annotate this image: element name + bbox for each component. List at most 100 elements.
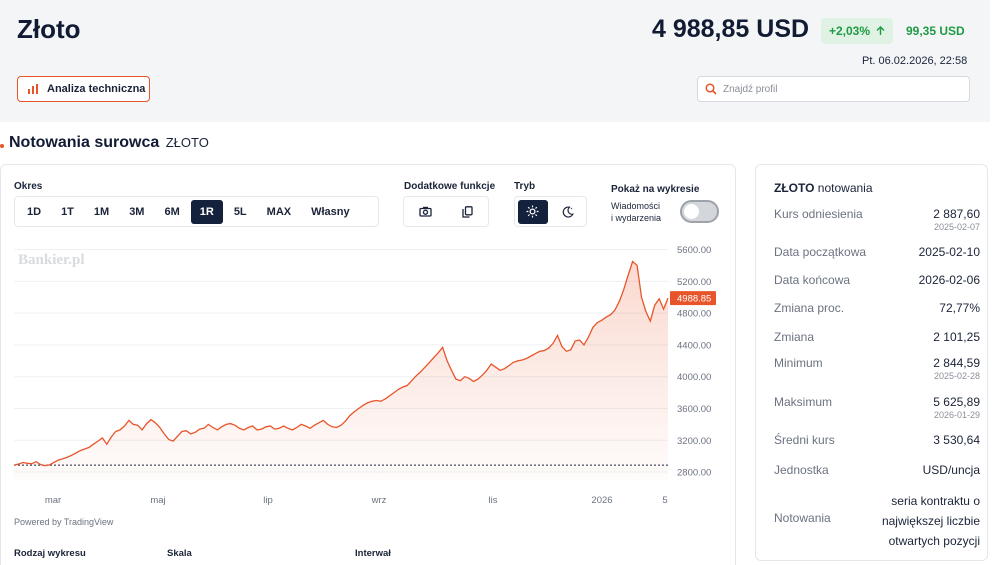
price-area <box>14 261 668 480</box>
arrow-up-icon <box>876 26 885 35</box>
copy-icon <box>461 205 473 218</box>
page-title: Złoto <box>17 14 81 44</box>
news-events-label: Wiadomości i wydarzenia <box>611 200 661 224</box>
period-button-1m[interactable]: 1M <box>93 205 110 218</box>
powered-by-tradingview[interactable]: Powered by TradingView <box>14 517 114 527</box>
stat-label: Jednostka <box>774 463 829 477</box>
change-absolute: 99,35 USD <box>906 24 965 38</box>
period-button-6m[interactable]: 6M <box>164 205 180 218</box>
y-tick-label: 2800.00 <box>677 468 711 479</box>
camera-icon <box>418 206 432 217</box>
period-button-1t[interactable]: 1T <box>61 205 74 218</box>
stat-value: 2 887,60 <box>933 207 980 221</box>
price-chart[interactable]: Bankier.pl 5600.00 5200.00 4800.00 4400.00 4… <box>0 240 736 512</box>
chart-type-label: Rodzaj wykresu <box>14 548 86 559</box>
period-label: Okres <box>14 181 43 192</box>
quote-stats-panel <box>755 164 988 561</box>
technical-analysis-button[interactable]: Analiza techniczna <box>17 76 150 102</box>
copy-button[interactable] <box>453 200 481 224</box>
period-button-1r[interactable]: 1R <box>190 199 223 224</box>
section-title: Notowania surowca ZŁOTO <box>9 134 209 152</box>
chart-watermark: Bankier.pl <box>18 252 85 268</box>
stat-value: 2026-02-06 <box>918 273 980 287</box>
stat-value: 2025-02-10 <box>918 245 980 259</box>
y-tick-label: 4400.00 <box>677 340 711 351</box>
dark-mode-button[interactable] <box>554 200 584 224</box>
stat-value: 3 530,64 <box>933 433 980 447</box>
current-price: 4 988,85 USD <box>652 15 810 43</box>
change-percent: +2,03% <box>828 24 871 38</box>
section-bullet <box>0 144 4 148</box>
x-tick-label: wrz <box>371 495 387 506</box>
stat-label: Kurs odniesienia <box>774 207 863 221</box>
stat-label: Średni kurs <box>774 433 835 447</box>
last-value-label: 4988.85 <box>677 294 711 305</box>
stat-date: 2025-02-07 <box>933 222 980 232</box>
stat-label: Maksimum <box>774 395 833 409</box>
sun-icon <box>526 205 539 218</box>
section-title-text: Notowania surowca <box>9 134 160 151</box>
y-tick-label: 4000.00 <box>677 372 711 383</box>
stat-value: 5 625,89 <box>933 395 980 409</box>
news-events-toggle[interactable] <box>680 200 719 223</box>
period-button-5l[interactable]: 5L <box>233 205 247 218</box>
period-button-3m[interactable]: 3M <box>129 205 145 218</box>
x-tick-label: lis <box>489 495 498 506</box>
moon-icon <box>562 205 575 218</box>
x-tick-label: mar <box>45 495 61 506</box>
y-tick-label: 3200.00 <box>677 436 711 447</box>
x-tick-label: lip <box>263 495 273 506</box>
stat-value: 72,77% <box>939 301 980 315</box>
screenshot-button[interactable] <box>411 200 439 224</box>
stat-label: Data początkowa <box>774 245 867 259</box>
stats-title-bold: ZŁOTO <box>774 181 815 195</box>
stat-label: Zmiana proc. <box>774 301 845 315</box>
quote-datetime: Pt. 06.02.2026, 22:58 <box>862 55 968 67</box>
stat-label: Notowania <box>774 511 831 525</box>
period-button-własny[interactable]: Własny <box>311 205 350 218</box>
stat-value: 2 844,59 <box>933 356 980 370</box>
stat-label: Data końcowa <box>774 273 851 287</box>
stat-label: Minimum <box>774 356 823 370</box>
stat-value: USD/uncja <box>922 463 980 477</box>
stat-value: 2 101,25 <box>933 330 980 344</box>
x-tick-label: maj <box>150 495 165 506</box>
change-percent-badge: +2,03% <box>821 18 893 44</box>
light-mode-button[interactable] <box>518 199 548 224</box>
toggle-knob <box>684 204 699 219</box>
section-subtitle: ZŁOTO <box>165 135 209 150</box>
stat-date: 2026-01-29 <box>933 410 980 420</box>
search-icon <box>705 83 717 95</box>
news-label-line2: i wydarzenia <box>611 213 662 223</box>
interval-label: Interwał <box>355 548 391 559</box>
price-line <box>13 260 669 467</box>
stat-label: Zmiana <box>774 330 815 344</box>
period-button-1d[interactable]: 1D <box>27 205 42 218</box>
x-tick-label: 2026 <box>591 495 612 506</box>
search-input[interactable] <box>723 83 953 95</box>
scale-label: Skala <box>167 548 192 559</box>
stats-title: ZŁOTO notowania <box>774 181 873 195</box>
period-selector: 1D 1T 1M 3M 6M 1R 5L MAX Własny <box>14 196 379 227</box>
y-tick-label: 3600.00 <box>677 404 711 415</box>
extra-functions-label: Dodatkowe funkcje <box>404 181 496 192</box>
stat-value-line: seria kontraktu o <box>891 494 980 508</box>
y-tick-label: 4800.00 <box>677 309 711 320</box>
y-tick-label: 5200.00 <box>677 277 711 288</box>
profile-search[interactable] <box>697 76 970 102</box>
stats-title-rest: notowania <box>817 181 873 195</box>
x-tick-label: 5 <box>662 495 667 506</box>
news-label-line1: Wiadomości <box>611 201 661 211</box>
mode-label: Tryb <box>514 181 536 192</box>
y-tick-label: 5600.00 <box>677 245 711 256</box>
extra-functions-group <box>403 196 489 227</box>
period-button-max[interactable]: MAX <box>266 205 292 218</box>
mode-group <box>514 196 587 227</box>
show-on-chart-label: Pokaż na wykresie <box>611 184 700 195</box>
stat-value: seria kontraktu o największej liczbie otwa… <box>882 491 980 551</box>
stat-value-line: największej liczbie <box>881 514 980 528</box>
technical-analysis-label: Analiza techniczna <box>47 83 146 95</box>
last-value-marker <box>670 291 716 306</box>
stat-date: 2025-02-28 <box>933 371 980 381</box>
stat-value-line: otwartych pozycji <box>888 534 980 548</box>
